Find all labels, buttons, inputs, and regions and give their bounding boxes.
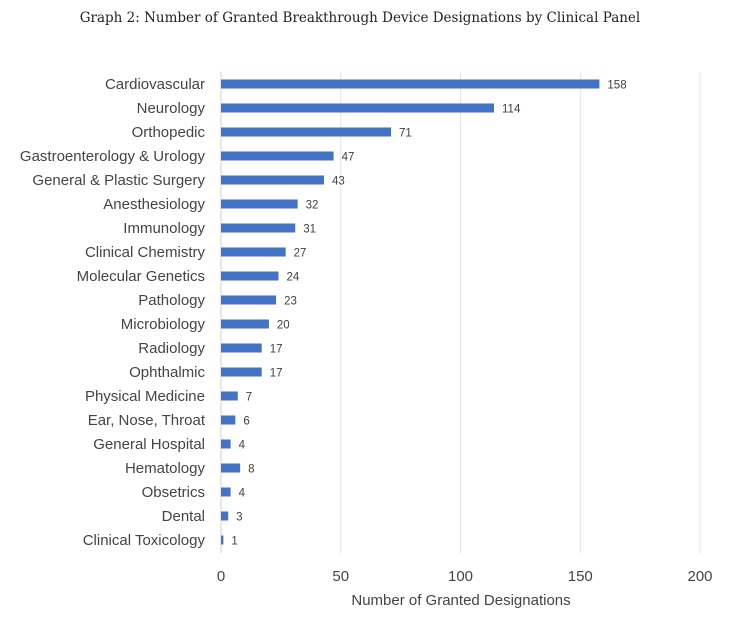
category-label: Orthopedic (132, 124, 206, 141)
bar (221, 199, 298, 209)
bar (221, 463, 241, 473)
data-label: 6 (243, 416, 249, 428)
data-label: 32 (306, 200, 319, 212)
bar (221, 271, 279, 281)
category-label: Dental (162, 508, 205, 525)
category-label: Clinical Chemistry (85, 244, 206, 261)
x-tick-label: 200 (687, 568, 712, 585)
data-label: 17 (270, 368, 283, 380)
bar (221, 535, 224, 545)
bar (221, 103, 495, 113)
x-axis-title: Number of Granted Designations (351, 592, 570, 609)
bar (221, 295, 277, 305)
data-label: 20 (277, 320, 290, 332)
category-label: Hematology (125, 460, 206, 477)
category-label: Microbiology (121, 316, 206, 333)
category-label: Cardiovascular (105, 76, 205, 93)
category-label: Physical Medicine (85, 388, 205, 405)
bar (221, 175, 324, 185)
data-label: 24 (286, 272, 299, 284)
data-label: 31 (303, 224, 316, 236)
bar (221, 439, 231, 449)
bar (221, 319, 269, 329)
category-label: Gastroenterology & Urology (20, 148, 206, 165)
bar (221, 247, 286, 257)
data-label: 71 (399, 128, 412, 140)
data-label: 7 (246, 392, 252, 404)
category-label: Ear, Nose, Throat (88, 412, 206, 429)
category-label: Pathology (138, 292, 205, 309)
data-label: 47 (342, 152, 355, 164)
category-label: Neurology (137, 100, 206, 117)
bar (221, 367, 262, 377)
x-tick-label: 150 (568, 568, 593, 585)
data-label: 3 (236, 512, 242, 524)
category-label: Clinical Toxicology (83, 532, 206, 549)
x-tick-label: 100 (448, 568, 473, 585)
bar (221, 151, 334, 161)
bar (221, 127, 392, 137)
category-label: Molecular Genetics (77, 268, 205, 285)
bar (221, 223, 296, 233)
bar (221, 415, 236, 425)
data-label: 1 (231, 536, 237, 548)
data-label: 27 (294, 248, 307, 260)
bar (221, 391, 238, 401)
data-label: 17 (270, 344, 283, 356)
category-label: Radiology (138, 340, 205, 357)
bar (221, 487, 231, 497)
x-tick-label: 50 (332, 568, 349, 585)
data-label: 23 (284, 296, 297, 308)
chart-title: Graph 2: Number of Granted Breakthrough … (80, 10, 641, 26)
x-tick-label: 0 (217, 568, 225, 585)
bar (221, 79, 600, 89)
data-label: 4 (239, 440, 246, 452)
data-label: 4 (239, 488, 246, 500)
category-label: General & Plastic Surgery (32, 172, 205, 189)
category-label: Obsetrics (142, 484, 205, 501)
data-label: 114 (502, 104, 521, 116)
data-label: 8 (248, 464, 254, 476)
category-label: Ophthalmic (129, 364, 205, 381)
bar (221, 511, 229, 521)
category-label: Immunology (123, 220, 205, 237)
data-label: 43 (332, 176, 345, 188)
data-label: 158 (607, 80, 626, 92)
bar (221, 343, 262, 353)
category-label: Anesthesiology (103, 196, 205, 213)
category-label: General Hospital (93, 436, 205, 453)
